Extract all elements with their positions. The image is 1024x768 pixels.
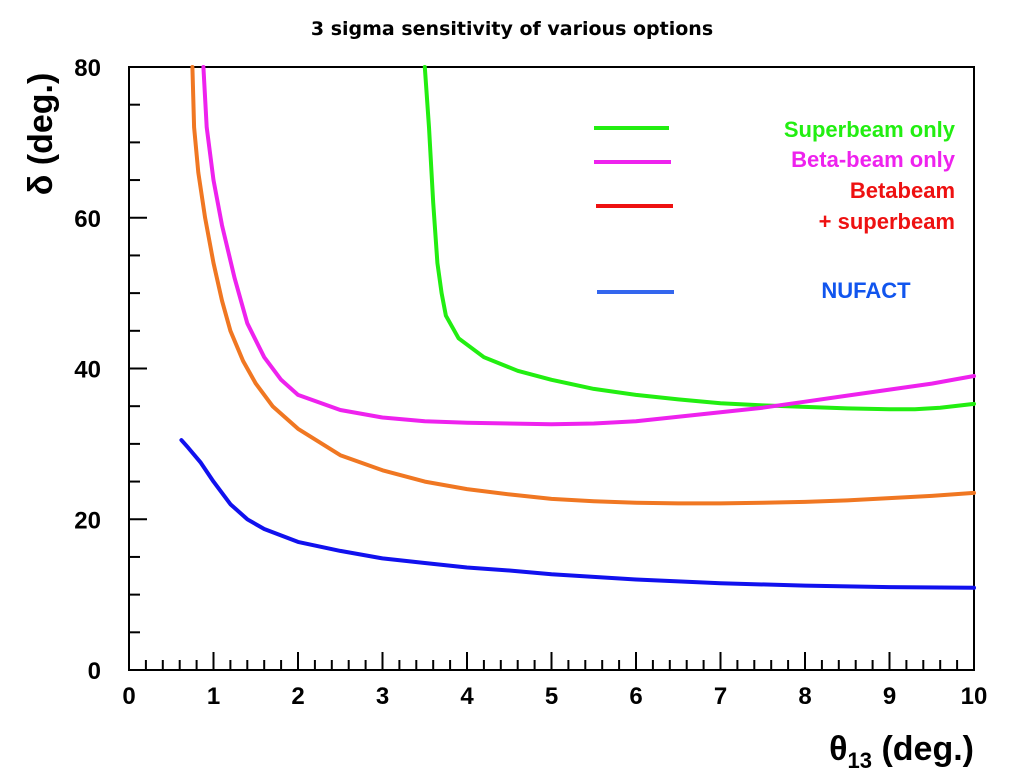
x-tick-label: 4 bbox=[460, 683, 474, 710]
y-tick-label: 60 bbox=[74, 206, 101, 233]
legend-label-betabeam-line1: Beta-beam only bbox=[791, 147, 956, 172]
y-axis-unit: (deg.) bbox=[22, 73, 60, 175]
series-line-2 bbox=[190, 65, 976, 506]
chart-title: 3 sigma sensitivity of various options bbox=[311, 18, 713, 40]
x-tick-label: 6 bbox=[629, 683, 642, 710]
y-axis-label: δ (deg.) bbox=[22, 73, 60, 196]
y-axis-symbol: δ bbox=[22, 175, 60, 196]
x-tick-label: 10 bbox=[961, 683, 988, 710]
x-axis-label: θ13 (deg.) bbox=[829, 730, 974, 768]
series-line-1 bbox=[201, 65, 976, 427]
series-line-3 bbox=[179, 438, 976, 590]
legend-label-betabeam: Beta-beam only bbox=[791, 147, 956, 172]
legend-label-nufact-line1: NUFACT bbox=[821, 278, 911, 303]
x-axis-symbol: θ bbox=[829, 730, 847, 768]
y-tick-label: 0 bbox=[88, 658, 101, 685]
legend-label-combined-line2: + superbeam bbox=[819, 209, 955, 234]
x-tick-label: 3 bbox=[376, 683, 389, 710]
x-tick-label: 1 bbox=[207, 683, 220, 710]
x-axis-subscript: 13 bbox=[848, 748, 872, 768]
legend-label-superbeam-line1: Superbeam only bbox=[784, 117, 956, 142]
x-tick-label: 9 bbox=[883, 683, 896, 710]
series-line-0 bbox=[422, 65, 976, 412]
x-tick-label: 8 bbox=[798, 683, 811, 710]
y-tick-label: 40 bbox=[74, 357, 101, 384]
x-axis-unit: (deg.) bbox=[872, 730, 974, 768]
x-tick-label: 0 bbox=[122, 683, 135, 710]
x-tick-label: 7 bbox=[714, 683, 727, 710]
series-group bbox=[179, 65, 976, 590]
x-tick-label: 5 bbox=[545, 683, 558, 710]
y-tick-label: 20 bbox=[74, 507, 101, 534]
legend-label-nufact: NUFACT bbox=[821, 278, 911, 303]
legend-label-combined-line1: Betabeam bbox=[850, 178, 955, 203]
legend-label-combined: Betabeam + superbeam bbox=[819, 178, 955, 234]
axis-ticks: 0 1 2 3 4 5 6 7 8 9 10 0 20 40 60 80 bbox=[74, 55, 987, 710]
legend: Superbeam only Beta-beam only Betabeam + … bbox=[594, 117, 956, 303]
x-tick-label: 2 bbox=[291, 683, 304, 710]
y-tick-label: 80 bbox=[74, 55, 101, 82]
legend-label-superbeam: Superbeam only bbox=[784, 117, 956, 142]
